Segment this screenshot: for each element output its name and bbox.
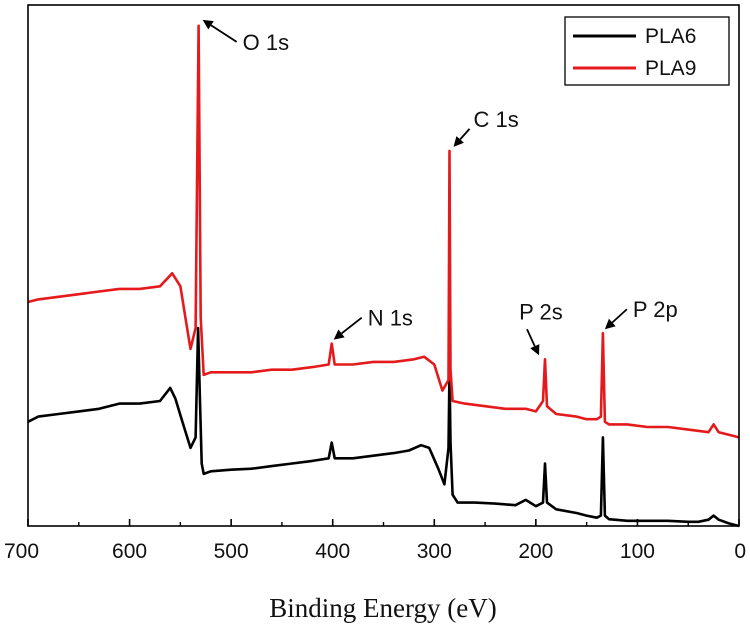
annotation-arrowhead — [333, 329, 345, 340]
series-line-pla6 — [27, 326, 740, 528]
annotation-arrow — [526, 328, 536, 347]
annotation-arrowhead — [604, 318, 616, 330]
legend-label-pla6: PLA6 — [645, 25, 696, 48]
annotation-label: C 1s — [474, 107, 519, 132]
x-axis-title: Binding Energy (eV) — [269, 593, 496, 623]
annotation-arrowhead — [202, 19, 214, 30]
annotation-label: N 1s — [368, 306, 413, 331]
x-tick-label: 300 — [417, 540, 452, 563]
annotation-arrow — [341, 316, 363, 335]
annotation-arrowhead — [453, 136, 464, 147]
series-line-pla9 — [27, 24, 740, 439]
series-layer — [27, 24, 740, 528]
x-tick-label: 200 — [518, 540, 553, 563]
legend-box — [564, 16, 730, 86]
x-axis: 700 600 500 400 300 200 100 0 — [4, 519, 746, 563]
x-tick-label: 0 — [734, 540, 746, 563]
annotation-layer: O 1s C 1s N 1s P 2s P 2p — [202, 19, 678, 356]
annotation-label: P 2p — [633, 297, 678, 322]
x-tick-label: 700 — [4, 540, 39, 563]
annotation-arrow — [210, 24, 238, 43]
x-tick-label: 100 — [620, 540, 655, 563]
legend: PLA6 PLA9 — [564, 16, 730, 86]
plot-area: O 1s C 1s N 1s P 2s P 2p — [27, 4, 740, 528]
x-tick-label: 400 — [315, 540, 350, 563]
annotation-arrowhead — [530, 344, 540, 356]
annotation-arrow — [611, 308, 628, 324]
x-tick-label: 500 — [214, 540, 249, 563]
x-tick-label: 600 — [112, 540, 147, 563]
legend-label-pla9: PLA9 — [645, 57, 696, 80]
annotation-arrow — [459, 128, 471, 141]
annotation-label: O 1s — [243, 30, 289, 55]
annotation-label: P 2s — [519, 299, 563, 324]
